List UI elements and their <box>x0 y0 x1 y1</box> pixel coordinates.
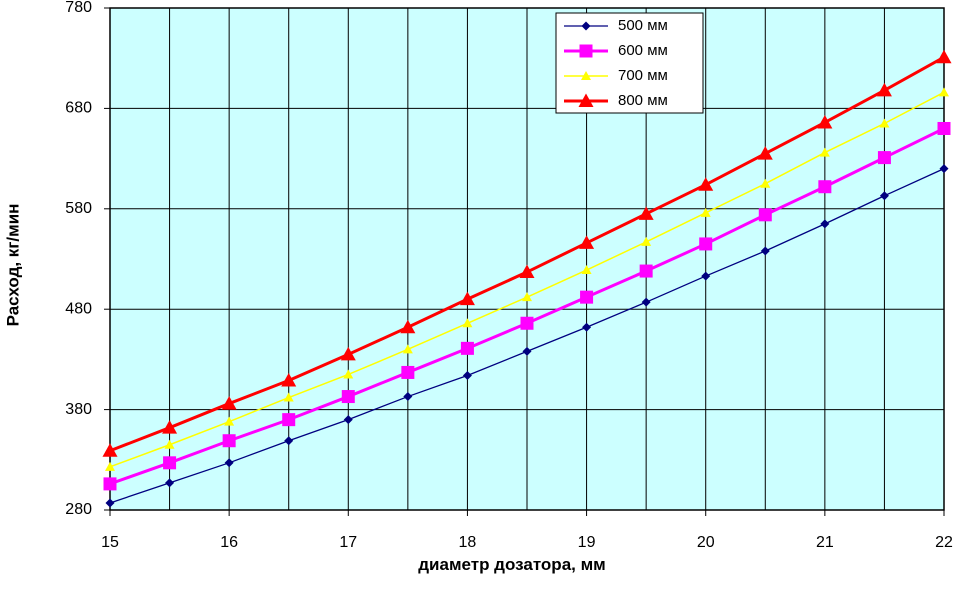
legend-label: 700 мм <box>618 67 668 84</box>
marker <box>641 297 651 307</box>
marker <box>103 477 117 491</box>
marker <box>641 236 652 246</box>
marker <box>638 206 654 220</box>
marker <box>581 71 591 80</box>
marker <box>162 420 178 434</box>
marker <box>939 87 949 97</box>
x-axis-label: диаметр дозатора, мм <box>418 555 606 574</box>
marker <box>758 208 772 222</box>
x-tick-label: 18 <box>459 534 477 551</box>
marker <box>579 235 595 249</box>
marker <box>163 456 177 470</box>
marker <box>579 44 593 58</box>
y-tick-label: 280 <box>65 501 92 518</box>
x-tick-label: 15 <box>101 534 119 551</box>
marker <box>282 413 296 427</box>
x-tick-label: 19 <box>578 534 596 551</box>
x-tick-label: 17 <box>339 534 357 551</box>
y-axis-label: Расход, кг/мин <box>3 204 22 327</box>
marker <box>402 344 413 354</box>
marker <box>460 341 474 355</box>
x-tick-label: 16 <box>220 534 238 551</box>
marker <box>224 416 235 426</box>
marker <box>341 390 355 404</box>
marker <box>639 264 653 278</box>
legend-box <box>555 12 704 114</box>
marker <box>164 439 175 449</box>
x-tick-label: 22 <box>935 534 953 551</box>
y-tick-label: 780 <box>65 0 92 16</box>
marker <box>462 318 473 328</box>
y-tick-label: 680 <box>65 100 92 117</box>
marker <box>937 121 951 135</box>
marker <box>578 93 594 107</box>
marker <box>400 319 416 334</box>
marker <box>936 49 952 64</box>
marker <box>403 392 413 402</box>
marker <box>757 146 773 160</box>
marker <box>401 365 415 379</box>
marker <box>284 436 294 446</box>
marker <box>519 264 535 279</box>
marker <box>343 369 354 379</box>
marker <box>879 118 890 128</box>
marker <box>222 434 236 448</box>
marker <box>165 478 175 488</box>
marker <box>581 21 591 31</box>
marker <box>224 458 234 468</box>
marker <box>820 219 830 229</box>
marker <box>582 322 592 332</box>
marker <box>939 164 949 174</box>
marker <box>105 461 115 471</box>
marker <box>102 443 118 457</box>
marker <box>105 498 115 508</box>
marker <box>581 265 592 275</box>
x-tick-label: 20 <box>697 534 715 551</box>
marker <box>283 392 294 402</box>
marker <box>879 191 889 201</box>
marker <box>760 246 770 256</box>
marker <box>580 290 594 304</box>
legend-label: 500 мм <box>618 17 668 34</box>
marker <box>522 346 532 356</box>
marker <box>698 177 714 191</box>
plot-border <box>109 7 945 511</box>
marker <box>462 370 472 380</box>
y-tick-label: 380 <box>65 401 92 418</box>
marker <box>877 151 891 165</box>
legend-label: 800 мм <box>618 92 668 109</box>
marker <box>817 114 833 129</box>
marker <box>281 372 297 387</box>
marker <box>343 415 353 425</box>
marker <box>520 316 534 330</box>
marker <box>522 292 532 302</box>
marker <box>819 147 830 157</box>
marker <box>459 291 475 306</box>
y-tick-label: 480 <box>65 300 92 317</box>
marker <box>701 271 711 281</box>
marker <box>700 207 711 217</box>
marker <box>876 82 892 97</box>
legend-label: 600 мм <box>618 42 668 59</box>
legend: 500 мм 600 мм 700 мм 800 мм <box>555 12 704 114</box>
x-tick-label: 21 <box>816 534 834 551</box>
marker <box>699 237 713 251</box>
marker <box>818 180 832 194</box>
marker <box>340 346 356 361</box>
marker <box>221 396 237 410</box>
y-tick-label: 580 <box>65 200 92 217</box>
marker <box>760 178 771 188</box>
